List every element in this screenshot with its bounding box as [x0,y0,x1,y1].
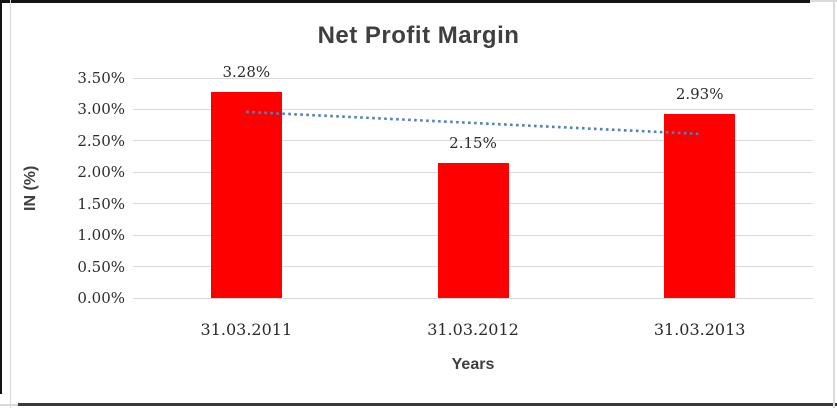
y-tick-label: 0.00% [77,289,125,307]
plot-area: 0.00% 0.50% 1.00% 1.50% 2.00% 2.50% 3.00% 3.50%… [77,63,813,339]
y-tick-label: 2.50% [77,131,125,150]
bar-31.03.2012 [437,162,509,298]
border-left [0,0,2,394]
trendline [246,110,700,136]
y-tick-label: 3.00% [77,100,125,119]
gridline [133,77,813,79]
y-axis-title: IN (%) [22,165,39,211]
chart-frame-left [10,0,11,408]
data-label: 2.93% [675,84,724,103]
bar-31.03.2013 [664,113,736,298]
x-axis-title: Years [451,356,495,373]
x-category-label: 31.03.2013 [653,320,746,339]
y-tick-label: 1.00% [77,226,125,245]
data-label: 3.28% [222,62,271,81]
gridline [133,297,813,299]
x-category-label: 31.03.2011 [200,320,293,339]
data-label: 2.15% [449,133,497,152]
y-tick-label: 0.50% [77,257,125,276]
y-tick-label: 1.50% [77,194,125,213]
border-bottom-gray-segment [0,404,18,406]
bar-31.03.2011 [210,91,282,298]
y-tick-label: 2.00% [77,163,125,182]
border-top [0,0,810,3]
chart-title: Net Profit Margin [317,22,520,49]
x-category-label: 31.03.2012 [427,320,519,339]
gridline [133,140,813,142]
y-tick-label: 3.50% [77,69,125,87]
border-bottom [18,403,837,406]
gridline [133,108,813,110]
chart-frame-right [833,0,835,408]
border-top-gray-segment [810,0,837,2]
